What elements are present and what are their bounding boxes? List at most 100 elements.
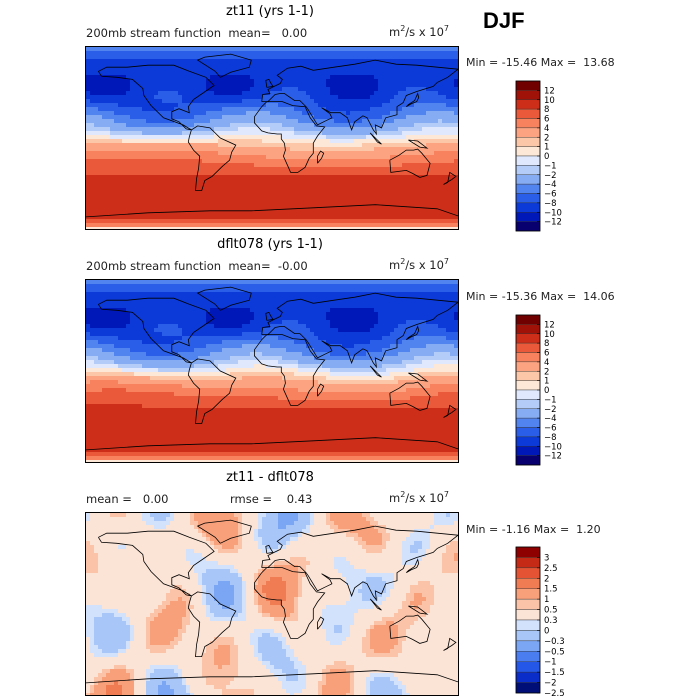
colorbar-tick-label: 0 <box>544 152 549 162</box>
colorbar-tick-label: 0 <box>544 386 549 396</box>
colorbar-swatch <box>515 202 541 213</box>
coastline <box>265 78 274 88</box>
coastline <box>369 365 382 378</box>
colorbar-swatch <box>515 399 541 409</box>
coastline <box>443 404 457 418</box>
panel1-field-name: 200mb stream function <box>86 26 222 40</box>
colorbar-tick-label: 2 <box>544 133 549 143</box>
coastline <box>86 670 458 684</box>
colorbar-swatch <box>515 90 541 100</box>
contour-field <box>86 513 458 695</box>
coastline <box>253 334 326 406</box>
coastline <box>443 637 457 651</box>
colorbar-tick-label: 8 <box>544 105 549 115</box>
colorbar-tick-label: 0.3 <box>544 616 558 626</box>
colorbar-swatch <box>515 671 541 683</box>
panel3-colorbar: 32.521.510.50.30−0.3−0.5−1−1.5−2−2.5−3 <box>515 546 565 700</box>
colorbar-swatch <box>515 99 541 110</box>
contour-field <box>86 47 458 229</box>
panel2-mean-value: -0.00 <box>277 259 308 273</box>
colorbar-swatch <box>515 661 541 673</box>
colorbar-tick-label: 4 <box>544 124 549 134</box>
colorbar-swatch <box>515 567 541 579</box>
colorbar-tick-label: 6 <box>544 349 549 359</box>
colorbar-swatch <box>515 108 541 119</box>
coastline <box>196 53 252 78</box>
colorbar-tick-label: −4 <box>544 180 557 190</box>
coastline <box>406 325 420 341</box>
panel1-mean-label: mean= <box>228 26 271 40</box>
coastlines <box>86 53 458 218</box>
colorbar-tick-label: 2 <box>544 574 549 584</box>
panel2-field-name: 200mb stream function <box>86 259 222 273</box>
coastline <box>86 204 458 218</box>
colorbar-swatch <box>515 427 541 438</box>
colorbar-swatch <box>515 446 541 456</box>
colorbar-tick-label: 10 <box>544 330 555 340</box>
panel1-map <box>85 46 459 230</box>
coastline <box>196 286 252 311</box>
colorbar-swatch <box>515 619 541 631</box>
colorbar-swatch <box>515 314 541 325</box>
contour-field <box>86 280 458 462</box>
coastlines <box>86 286 458 451</box>
colorbar-swatch <box>515 221 541 232</box>
panel3-rmse-label: rmse = <box>230 492 273 506</box>
panel2-units: m2/s x 107 <box>389 257 450 272</box>
colorbar-swatch <box>515 588 541 600</box>
coastline <box>261 59 458 136</box>
colorbar-tick-label: 2 <box>544 367 549 377</box>
colorbar-swatch <box>515 155 541 166</box>
colorbar-swatch <box>515 212 541 222</box>
coastline <box>406 92 420 108</box>
coastline <box>265 544 274 554</box>
panel2-mean-label: mean= <box>228 259 271 273</box>
coastline <box>265 311 274 321</box>
colorbar-swatch <box>515 630 541 642</box>
coastline <box>443 171 457 185</box>
colorbar-swatch <box>515 352 541 363</box>
coastline <box>196 519 252 544</box>
season-label: DJF <box>483 8 525 33</box>
colorbar-swatch <box>515 455 541 466</box>
colorbar-tick-label: 1 <box>544 595 549 605</box>
coastline <box>389 614 431 644</box>
colorbar-tick-label: 10 <box>544 96 555 106</box>
colorbar-tick-label: −1.5 <box>544 668 565 678</box>
colorbar-swatch <box>515 371 541 381</box>
coastline <box>389 148 431 178</box>
colorbar-swatch <box>515 598 541 610</box>
colorbar-swatch <box>515 408 541 419</box>
panel1-title: zt11 (yrs 1-1) <box>226 4 314 19</box>
coastline <box>187 125 237 192</box>
colorbar-tick-label: 12 <box>544 86 555 96</box>
colorbar-tick-label: −6 <box>544 190 557 200</box>
coastline <box>98 297 215 364</box>
colorbar-tick-label: 0 <box>544 626 549 636</box>
colorbar-swatch <box>515 557 541 569</box>
panel3-units: m2/s x 107 <box>389 490 450 505</box>
coastline <box>369 598 382 611</box>
colorbar-tick-label: 12 <box>544 320 555 330</box>
colorbar-tick-label: 2.5 <box>544 564 558 574</box>
colorbar-tick-label: 1 <box>544 377 549 387</box>
panel1-units: m2/s x 107 <box>389 24 450 39</box>
colorbar-swatch <box>515 183 541 194</box>
coastline <box>86 437 458 451</box>
colorbar-swatch <box>515 165 541 175</box>
colorbar-swatch <box>515 651 541 662</box>
colorbar-tick-label: 8 <box>544 339 549 349</box>
coastline <box>408 605 429 615</box>
panel3-rmse-value: 0.43 <box>286 492 313 506</box>
coastlines <box>86 519 458 684</box>
colorbar-tick-label: −6 <box>544 424 557 434</box>
colorbar-swatch <box>515 118 541 129</box>
colorbar-tick-label: −1 <box>544 395 557 405</box>
colorbar-swatch <box>515 80 541 91</box>
colorbar-swatch <box>515 380 541 391</box>
colorbar-tick-label: 1 <box>544 143 549 153</box>
colorbar-swatch <box>515 333 541 344</box>
panel3-mean-value: 0.00 <box>142 492 169 506</box>
